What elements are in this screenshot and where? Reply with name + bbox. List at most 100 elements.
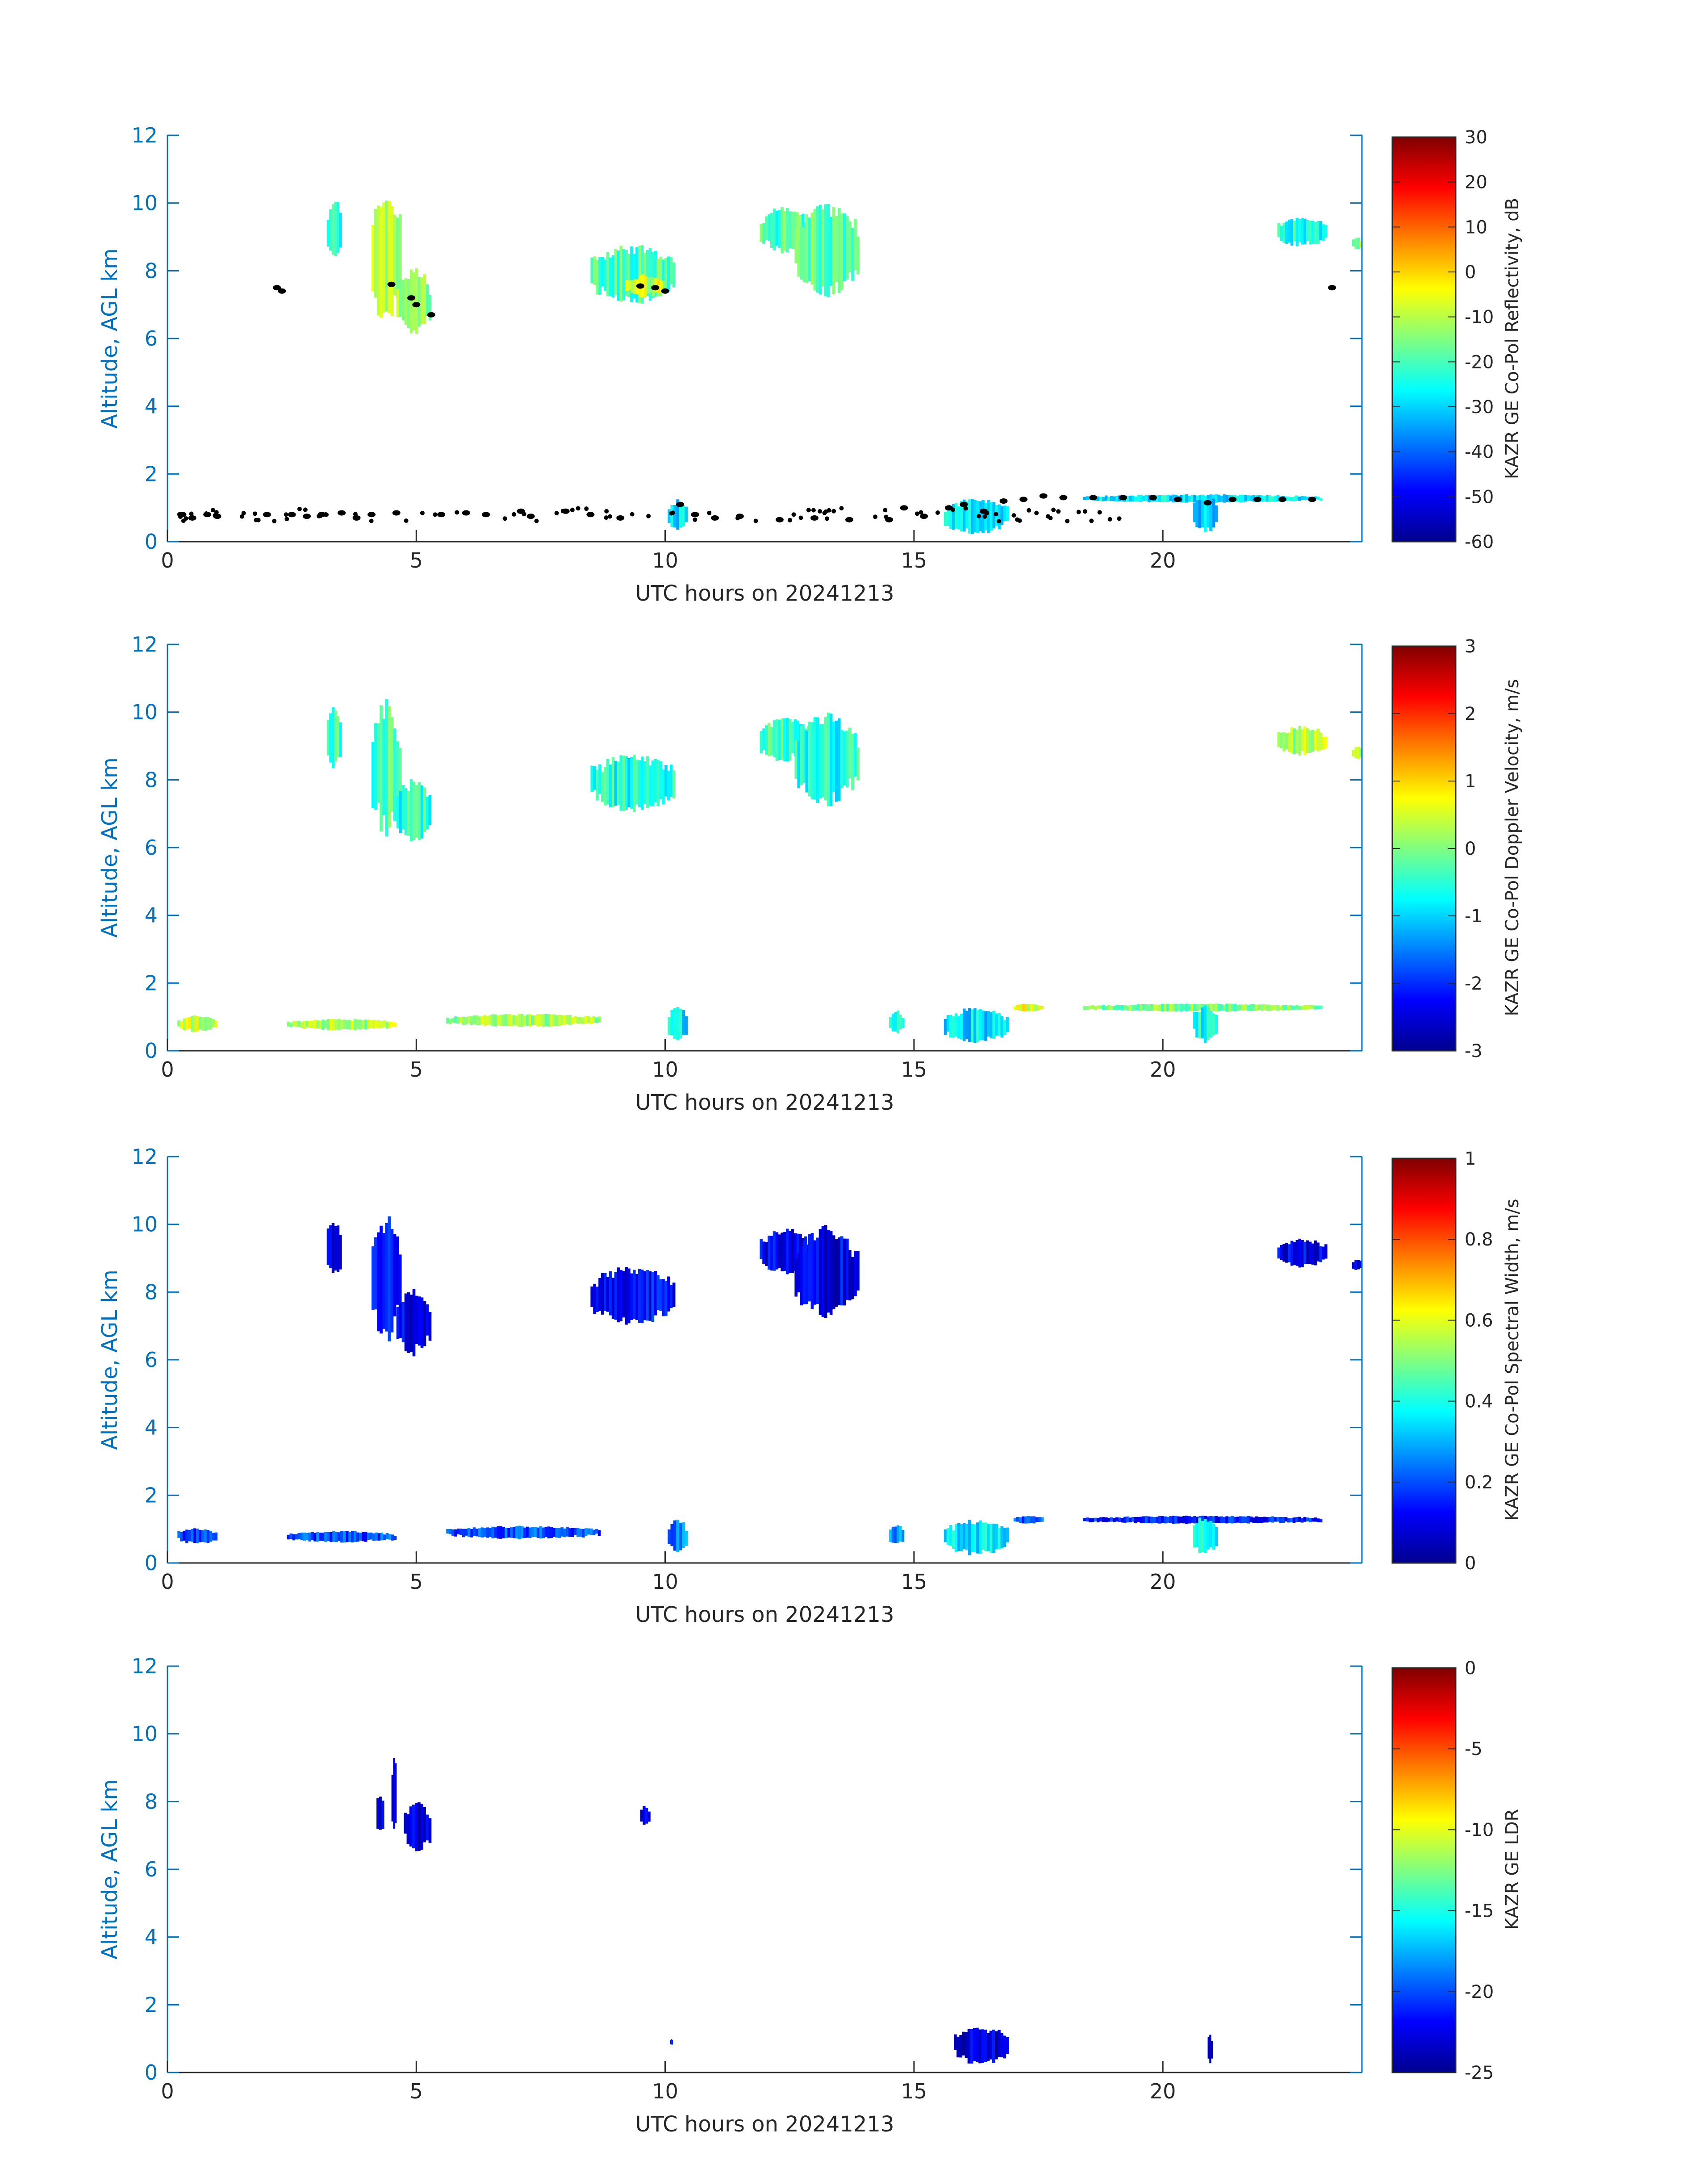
echo-column [399,1303,402,1338]
echo-column [1013,1007,1017,1010]
echo-column [1298,1517,1301,1522]
echo-region [1352,238,1362,250]
echo-column [633,279,636,294]
y-tick-label: 4 [145,1925,158,1949]
echo-column [212,1019,215,1027]
echo-column [1280,732,1283,748]
echo-column [1303,726,1307,755]
echo-column [1164,1516,1167,1524]
echo-column [1274,1005,1277,1010]
echo-column [395,1763,397,1823]
panel-reflectivity: 0 5 10 15 20 0 2 4 6 8 10 12 UTC hours on 20241213 Al… [97,123,1523,606]
echo-column [1153,1517,1156,1523]
echo-column [343,1020,346,1029]
echo-column [1215,494,1218,503]
echo-column [300,1533,303,1540]
cloud-base-point [691,512,699,518]
echo-column [446,1529,449,1534]
echo-column [778,1234,781,1268]
cloud-base-point [412,302,421,308]
colorbar-gradient [1391,1667,1457,2073]
x-axis-label: UTC hours on 20241213 [635,2112,894,2137]
echo-column [1282,223,1286,243]
echo-column [1268,495,1272,502]
echo-column [1301,729,1304,751]
echo-column [810,213,814,284]
echo-column [513,1527,516,1538]
echo-column [383,1534,386,1540]
echo-column [1193,1516,1196,1524]
echo-column [1255,1004,1258,1011]
echo-column [489,1015,492,1025]
cloud-base-point [994,512,998,517]
echo-column [797,741,800,788]
echo-column [534,1015,537,1025]
echo-column [635,247,639,302]
echo-column [596,260,599,295]
echo-column [1292,1006,1296,1010]
echo-column [1107,1005,1111,1010]
colorbar-tick-label: -60 [1465,532,1494,552]
colorbar-tick-label: 2 [1465,704,1476,724]
cloud-base-point [693,517,697,522]
echo-column [1172,1516,1175,1524]
echo-column [976,1522,979,1554]
cloud-base-point [845,517,853,522]
echo-column [808,217,811,282]
echo-column [1298,497,1301,501]
echo-column [491,1014,494,1027]
echo-column [451,1529,455,1536]
echo-column [393,728,397,821]
echo-column [813,209,817,291]
echo-column [662,769,665,805]
echo-column [946,1528,950,1545]
echo-column [311,1020,314,1028]
echo-column [418,1802,421,1851]
y-tick-label: 0 [145,2060,158,2085]
echo-column [971,1524,974,1552]
echo-column [587,1528,590,1535]
echo-column [797,1253,800,1293]
echo-column [356,1020,359,1029]
echo-column [1086,1517,1089,1521]
echo-column [810,722,814,799]
cloud-base-point [522,512,526,517]
echo-column [1260,1517,1264,1523]
echo-column [1161,1003,1164,1011]
echo-column [630,1273,633,1320]
echo-column [1166,1517,1169,1523]
echo-column [1314,1240,1317,1266]
y-tick-label: 10 [131,191,158,215]
echo-column [287,1534,290,1540]
echo-column [1223,1517,1226,1523]
echo-column [1195,1011,1199,1037]
echo-column [1006,1017,1009,1032]
echo-column [409,1806,413,1847]
cloud-base-point [303,507,308,512]
echo-column [1118,1005,1121,1010]
echo-column [1265,1004,1269,1011]
echo-column [1316,1518,1320,1522]
echo-column [1311,1243,1315,1265]
echo-region [760,1228,810,1274]
echo-column [1314,731,1317,750]
echo-column [827,204,830,297]
echo-column [380,1533,384,1541]
echo-column [412,272,416,330]
echo-column [944,512,947,526]
echo-column [656,760,660,806]
echo-column [819,1229,822,1315]
echo-column [388,201,391,314]
echo-column [1319,221,1322,241]
echo-column [1293,1242,1296,1265]
echo-column [1132,1005,1135,1011]
echo-column [856,236,860,275]
colorbar-tick-label: 1 [1465,771,1476,792]
echo-column [959,2035,962,2058]
echo-region [794,1225,860,1318]
echo-column [385,1533,389,1539]
echo-column [351,1531,354,1542]
echo-column [672,2039,673,2045]
echo-column [957,506,960,529]
